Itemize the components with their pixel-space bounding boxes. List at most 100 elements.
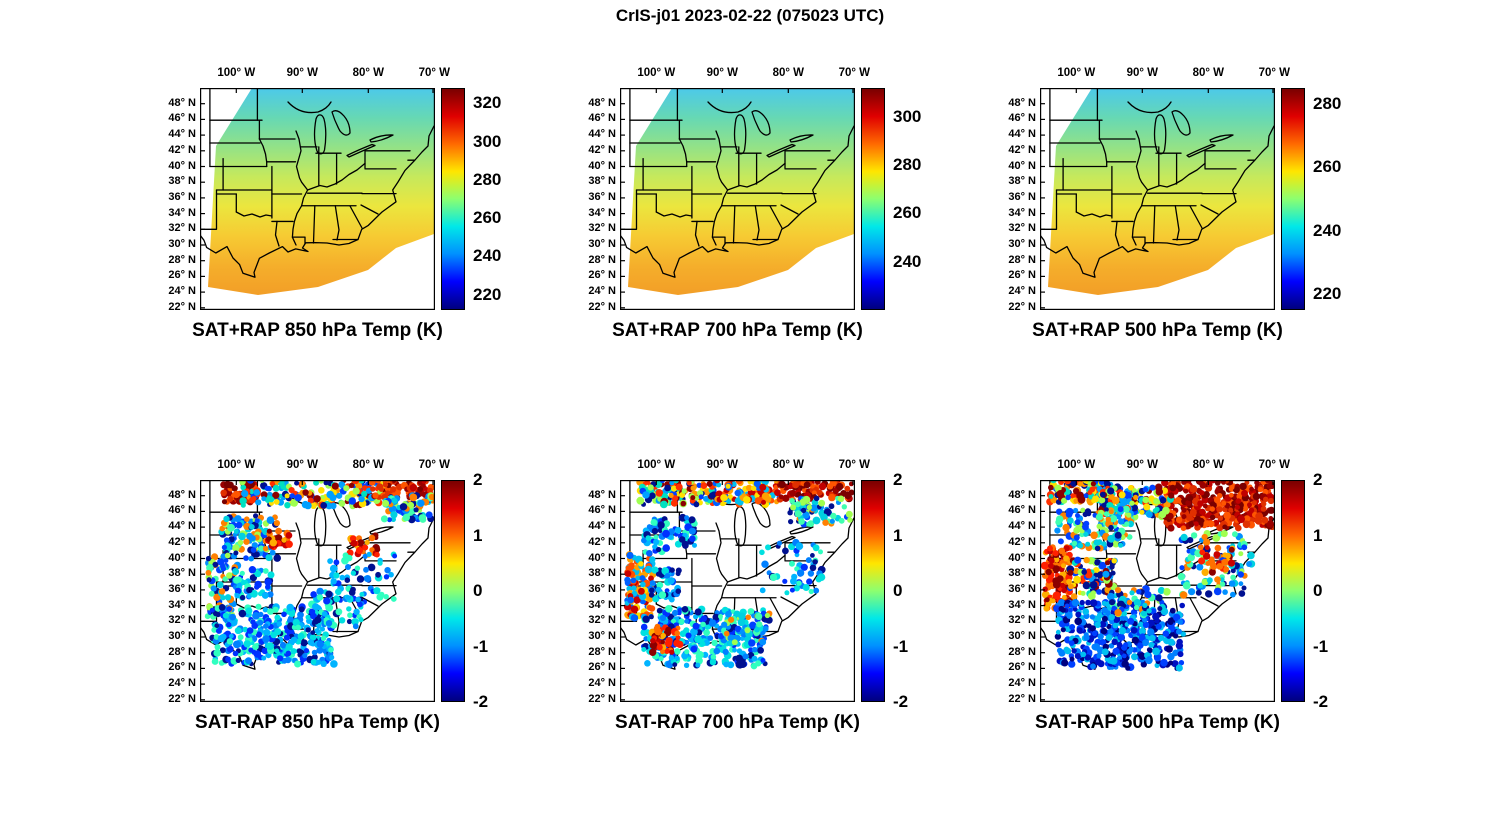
obs-difference-dot xyxy=(1080,590,1086,596)
obs-difference-dot xyxy=(1133,599,1142,607)
lat-tick-label: 48° N xyxy=(1008,96,1036,109)
obs-difference-dot xyxy=(1209,506,1215,512)
obs-difference-dot xyxy=(326,490,334,499)
obs-difference-dot xyxy=(658,591,667,599)
obs-difference-dot xyxy=(245,657,252,665)
obs-difference-dot xyxy=(232,544,240,552)
lat-tick-label: 28° N xyxy=(168,645,196,658)
colorbar-tick-label: 260 xyxy=(1313,157,1342,177)
obs-difference-dot xyxy=(1162,506,1170,515)
obs-difference-dot xyxy=(1248,507,1255,513)
obs-difference-dot xyxy=(366,551,372,557)
obs-difference-dot xyxy=(320,635,327,641)
obs-difference-dot xyxy=(1065,507,1074,516)
obs-difference-dot xyxy=(1129,500,1135,506)
obs-difference-dot xyxy=(661,567,669,575)
obs-difference-dot xyxy=(828,503,835,510)
obs-difference-dot xyxy=(1109,515,1118,523)
obs-difference-dot xyxy=(246,627,254,634)
obs-difference-dot xyxy=(220,633,227,641)
state-border xyxy=(334,597,340,633)
obs-difference-dot xyxy=(323,597,331,605)
state-border xyxy=(1186,143,1216,158)
obs-difference-dot xyxy=(736,648,743,654)
obs-difference-dot xyxy=(226,572,233,579)
lat-tick-label: 48° N xyxy=(168,488,196,501)
obs-difference-dot xyxy=(335,608,343,616)
obs-difference-dot xyxy=(1175,516,1183,524)
obs-difference-dot xyxy=(272,606,279,613)
obs-difference-dot xyxy=(803,481,811,489)
obs-difference-dot xyxy=(320,660,327,667)
obs-difference-dot xyxy=(232,568,240,575)
obs-difference-dot xyxy=(1063,618,1069,624)
state-border xyxy=(769,597,783,621)
obs-difference-dot xyxy=(808,588,814,595)
obs-difference-dot xyxy=(731,481,737,487)
lat-tick-label: 42° N xyxy=(588,535,616,548)
obs-difference-dot xyxy=(1243,515,1251,522)
obs-difference-dot xyxy=(345,595,351,601)
obs-difference-dot xyxy=(1158,588,1164,594)
obs-difference-dot xyxy=(700,621,706,628)
obs-difference-dot xyxy=(1180,525,1187,531)
obs-difference-dot xyxy=(257,619,264,626)
obs-difference-dot xyxy=(723,661,730,668)
obs-difference-dot xyxy=(1042,586,1048,592)
obs-difference-dot xyxy=(1176,628,1182,635)
obs-difference-dot xyxy=(696,651,704,659)
state-border xyxy=(1171,110,1191,136)
obs-difference-dot xyxy=(1081,569,1087,575)
obs-difference-dot xyxy=(1216,563,1224,570)
temperature-difference-map xyxy=(200,480,435,702)
obs-difference-dot xyxy=(1089,581,1098,589)
obs-difference-dot xyxy=(690,485,697,491)
lat-tick-label: 30° N xyxy=(1008,238,1036,250)
obs-difference-dot xyxy=(1056,490,1065,498)
obs-difference-dot xyxy=(655,586,662,593)
obs-difference-dot xyxy=(810,553,815,558)
obs-difference-dot xyxy=(662,529,670,538)
obs-difference-dot xyxy=(1071,540,1078,547)
obs-difference-dot xyxy=(213,649,221,657)
lat-tick-label: 32° N xyxy=(1008,614,1036,627)
obs-difference-dot xyxy=(1127,617,1135,625)
obs-difference-dot xyxy=(802,495,811,504)
obs-difference-dot xyxy=(428,493,435,501)
lat-tick-label: 44° N xyxy=(1008,128,1036,141)
obs-difference-dot xyxy=(219,525,226,532)
state-border xyxy=(711,130,729,246)
obs-difference-dot xyxy=(1065,494,1071,501)
obs-difference-dot xyxy=(1112,496,1120,505)
obs-difference-dot xyxy=(1126,648,1133,655)
lat-tick-label: 44° N xyxy=(168,128,196,141)
obs-difference-dot xyxy=(1168,492,1175,499)
obs-difference-dot xyxy=(760,657,766,663)
obs-difference-dot xyxy=(674,630,681,636)
obs-difference-dot xyxy=(330,660,338,668)
obs-difference-dot xyxy=(663,520,670,528)
colorbar-tick-label: 2 xyxy=(893,470,903,489)
obs-difference-dot xyxy=(1077,542,1084,549)
obs-difference-dot xyxy=(1099,620,1107,628)
obs-difference-dot xyxy=(789,560,795,567)
obs-difference-dot xyxy=(209,607,215,613)
obs-difference-dot xyxy=(1201,578,1209,586)
obs-difference-dot xyxy=(234,593,240,599)
obs-difference-dot xyxy=(656,607,663,614)
obs-difference-dot xyxy=(221,544,227,550)
obs-difference-dot xyxy=(276,621,282,627)
obs-difference-dot xyxy=(355,596,361,603)
obs-difference-dot xyxy=(297,632,305,640)
obs-difference-dot xyxy=(1227,559,1236,567)
obs-difference-dot xyxy=(1175,664,1183,672)
obs-difference-dot xyxy=(1197,582,1204,589)
obs-difference-dot xyxy=(1213,587,1222,596)
obs-difference-dot xyxy=(743,496,751,504)
lat-tick-label: 48° N xyxy=(168,96,196,109)
obs-difference-dot xyxy=(812,516,821,525)
obs-difference-dot xyxy=(777,540,782,546)
colorbar-tick-label: 240 xyxy=(473,246,502,266)
obs-difference-dot xyxy=(1122,505,1130,513)
state-border xyxy=(751,110,771,136)
